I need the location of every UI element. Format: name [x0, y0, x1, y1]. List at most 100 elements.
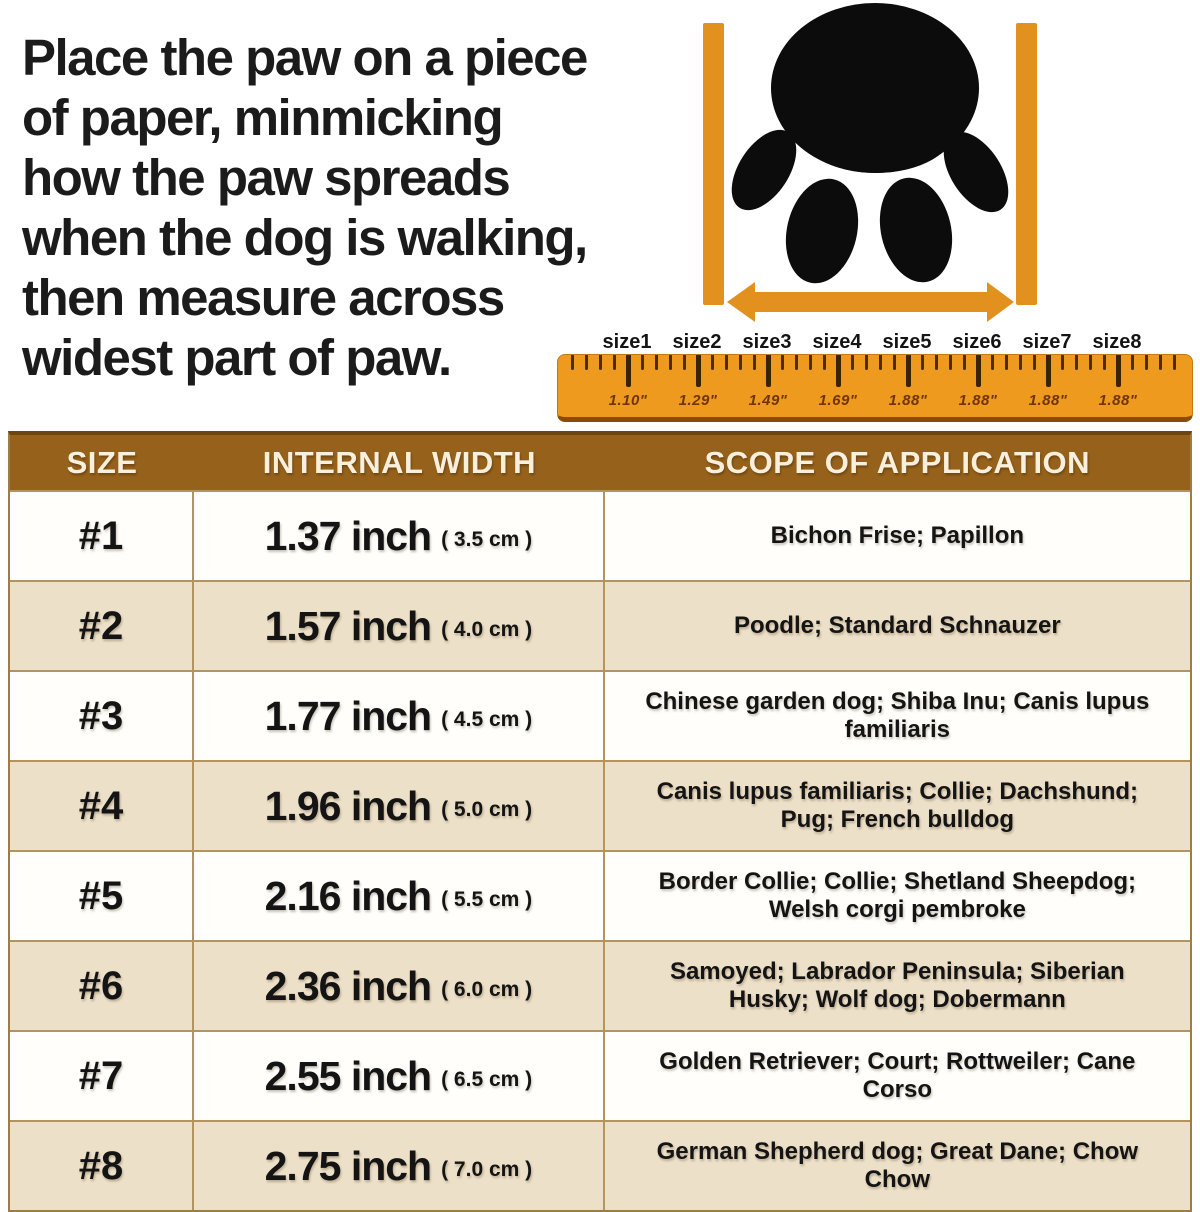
table-row: #8 2.75 inch ( 7.0 cm ) German Shepherd …: [10, 1120, 1190, 1210]
ruler-size-labels: size1 size2 size3 size4 size5 size6 size…: [557, 327, 1193, 354]
ruler-size-label: size4: [812, 331, 862, 353]
ruler-size-label: size5: [882, 331, 932, 353]
ruler-major-tick: [765, 355, 771, 387]
ruler-minor-tick: [710, 355, 714, 370]
ruler-major-tick: [625, 355, 631, 387]
ruler-minor-tick: [1144, 355, 1148, 370]
width-cell: 1.57 inch ( 4.0 cm ): [194, 582, 605, 670]
ruler-minor-tick: [1032, 355, 1036, 370]
instructions-text: Place the paw on a piece of paper, minmi…: [22, 28, 692, 388]
inch-value: 2.16 inch: [264, 872, 432, 919]
ruler-size-label: size1: [602, 331, 652, 353]
ruler-size-label: size2: [672, 331, 722, 353]
scope-cell: Canis lupus familiaris; Collie; Dachshun…: [656, 778, 1139, 833]
inch-value: 2.55 inch: [264, 1052, 432, 1099]
measure-arrow-icon: [727, 282, 1014, 322]
inch-value: 2.75 inch: [264, 1142, 432, 1189]
instructions-line: widest part of paw.: [22, 329, 452, 386]
instructions-line: of paper, minmicking: [22, 89, 504, 146]
ruler-width-label: 1.88": [1028, 392, 1068, 409]
ruler-size-label: size8: [1092, 331, 1142, 353]
table-row: #4 1.96 inch ( 5.0 cm ) Canis lupus fami…: [10, 760, 1190, 850]
ruler-minor-tick: [1102, 355, 1106, 370]
ruler-minor-tick: [752, 355, 756, 370]
ruler-minor-tick: [1130, 355, 1134, 370]
size-cell: #4: [10, 762, 195, 850]
width-cell: 1.96 inch ( 5.0 cm ): [194, 762, 605, 850]
ruler-size-label: size3: [742, 331, 792, 353]
paw-measurement-diagram: [703, 3, 1037, 322]
ruler-width-label: 1.88": [958, 392, 998, 409]
table-body: #1 1.37 inch ( 3.5 cm ) Bichon Frise; Pa…: [10, 490, 1190, 1210]
ruler-minor-tick: [1088, 355, 1092, 370]
ruler-minor-tick: [934, 355, 938, 370]
table-header-row: SIZE INTERNAL WIDTH SCOPE OF APPLICATION: [10, 435, 1190, 490]
paw-print-icon: [731, 3, 1009, 284]
ruler-width-label: 1.29": [678, 392, 718, 409]
ruler-major-tick: [695, 355, 701, 387]
ruler-body: 1.10" 1.29" 1.49" 1.69" 1.88" 1.88" 1.88…: [557, 354, 1193, 422]
inch-value: 1.57 inch: [264, 602, 432, 649]
size-cell: #5: [10, 852, 195, 940]
ruler-minor-tick: [612, 355, 616, 370]
scope-cell: Poodle; Standard Schnauzer: [733, 612, 1061, 639]
ruler-width-label: 1.88": [1098, 392, 1138, 409]
ruler-size-label: size6: [952, 331, 1002, 353]
ruler-minor-tick: [1004, 355, 1008, 370]
inch-value: 1.96 inch: [264, 782, 432, 829]
ruler-minor-tick: [1172, 355, 1176, 370]
ruler-minor-tick: [990, 355, 994, 370]
cm-value: ( 4.0 cm ): [441, 618, 533, 641]
ruler-minor-tick: [920, 355, 924, 370]
ruler-minor-tick: [570, 355, 574, 370]
ruler-minor-tick: [878, 355, 882, 370]
cm-value: ( 3.5 cm ): [441, 528, 533, 551]
ruler-minor-tick: [948, 355, 952, 370]
ruler-minor-tick: [682, 355, 686, 370]
ruler-minor-tick: [598, 355, 602, 370]
ruler-width-label: 1.88": [888, 392, 928, 409]
ruler-minor-tick: [822, 355, 826, 370]
ruler-width-label: 1.69": [818, 392, 858, 409]
table-header-size: SIZE: [66, 444, 138, 480]
width-cell: 1.37 inch ( 3.5 cm ): [194, 492, 605, 580]
table-header-internal-width: INTERNAL WIDTH: [262, 444, 537, 480]
cm-value: ( 4.5 cm ): [441, 708, 533, 731]
ruler-size-label: size7: [1022, 331, 1072, 353]
inch-value: 1.77 inch: [264, 692, 432, 739]
table-row: #7 2.55 inch ( 6.5 cm ) Golden Retriever…: [10, 1030, 1190, 1120]
table-row: #6 2.36 inch ( 6.0 cm ) Samoyed; Labrado…: [10, 940, 1190, 1030]
ruler-minor-tick: [780, 355, 784, 370]
scope-cell: Golden Retriever; Court; Rottweiler; Can…: [659, 1048, 1136, 1103]
ruler-minor-tick: [1074, 355, 1078, 370]
size-cell: #7: [10, 1032, 195, 1120]
cm-value: ( 5.5 cm ): [441, 888, 533, 911]
width-cell: 2.36 inch ( 6.0 cm ): [194, 942, 605, 1030]
instructions-line: when the dog is walking,: [22, 209, 588, 266]
ruler-major-tick: [1045, 355, 1051, 387]
left-bracket-bar: [703, 23, 724, 305]
size-cell: #2: [10, 582, 195, 670]
ruler-major-tick: [835, 355, 841, 387]
ruler-minor-tick: [808, 355, 812, 370]
ruler-minor-tick: [724, 355, 728, 370]
cm-value: ( 5.0 cm ): [441, 798, 533, 821]
size-cell: #6: [10, 942, 195, 1030]
scope-cell: German Shepherd dog; Great Dane; Chow Ch…: [656, 1138, 1139, 1193]
ruler-minor-tick: [640, 355, 644, 370]
width-cell: 2.16 inch ( 5.5 cm ): [194, 852, 605, 940]
cm-value: ( 6.0 cm ): [441, 978, 533, 1001]
scope-cell: Border Collie; Collie; Shetland Sheepdog…: [658, 868, 1137, 923]
ruler-minor-tick: [738, 355, 742, 370]
ruler-minor-tick: [1158, 355, 1162, 370]
ruler-major-tick: [905, 355, 911, 387]
ruler-minor-tick: [794, 355, 798, 370]
ruler-minor-tick: [1018, 355, 1022, 370]
size-table: SIZE INTERNAL WIDTH SCOPE OF APPLICATION…: [8, 431, 1192, 1212]
size-cell: #1: [10, 492, 195, 580]
cm-value: ( 6.5 cm ): [441, 1068, 533, 1091]
ruler-minor-tick: [654, 355, 658, 370]
ruler-minor-tick: [850, 355, 854, 370]
table-header-scope: SCOPE OF APPLICATION: [704, 444, 1091, 480]
